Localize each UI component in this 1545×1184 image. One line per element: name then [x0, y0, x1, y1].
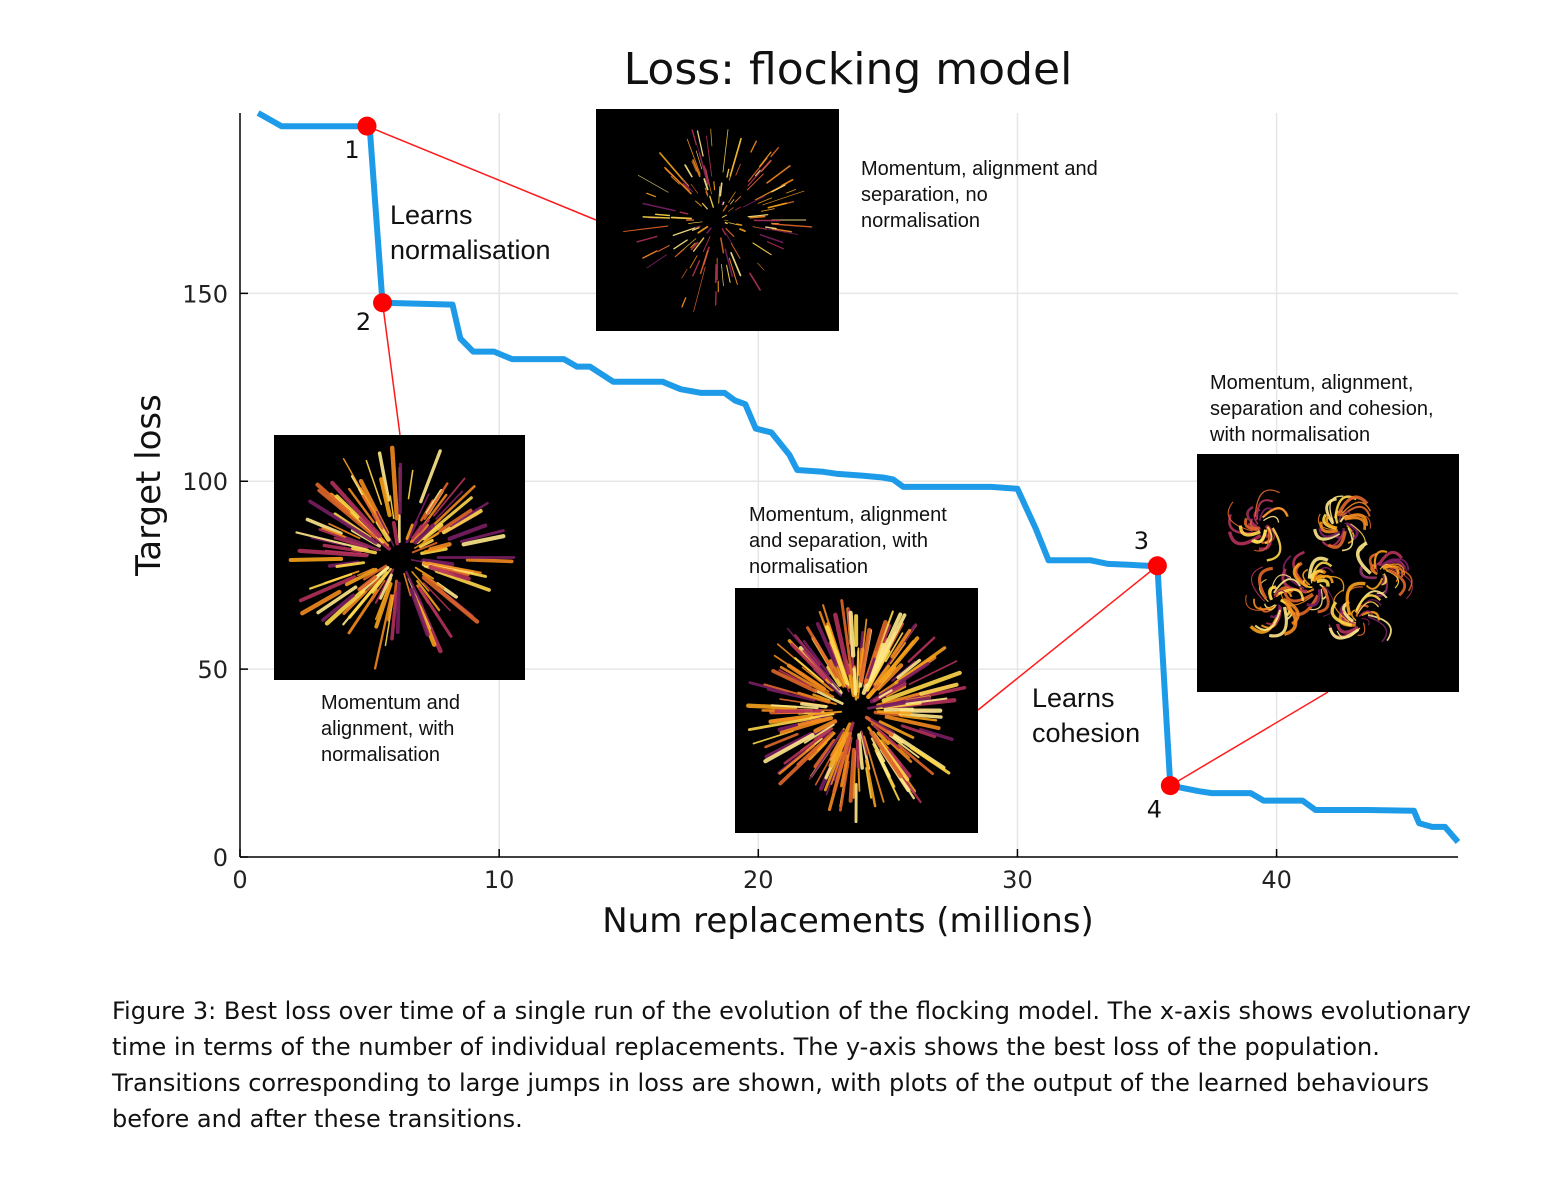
inset2-connector — [381, 302, 401, 436]
inset4-caption-3: with normalisation — [1209, 424, 1370, 446]
inset3-caption-3: normalisation — [749, 556, 868, 578]
inset2-caption-1: Momentum and — [321, 692, 460, 714]
x-tick-label: 10 — [484, 866, 515, 894]
inset1-flock — [623, 128, 813, 312]
y-tick-label: 100 — [182, 468, 228, 496]
y-tick-label: 150 — [182, 280, 228, 308]
annotation-learns-normalisation-1: Learns — [390, 200, 473, 230]
inset4-image — [1197, 454, 1459, 692]
highlight-point-1 — [357, 116, 377, 136]
inset3-caption-1: Momentum, alignment — [749, 504, 947, 526]
inset1-image — [596, 109, 839, 331]
inset1-caption-2: separation, no — [861, 184, 988, 206]
annotation-learns-cohesion-1: Learns — [1032, 683, 1115, 713]
inset1-connector — [366, 125, 597, 221]
inset-images — [274, 109, 1459, 833]
x-tick-label: 40 — [1261, 866, 1292, 894]
figure-caption: Figure 3: Best loss over time of a singl… — [112, 997, 1471, 1133]
loss-series-line — [256, 110, 1461, 844]
inset4-background — [1197, 454, 1459, 692]
chart-title: Loss: flocking model — [624, 44, 1073, 95]
inset2-image — [274, 435, 525, 680]
highlight-label-3: 3 — [1134, 527, 1149, 555]
annotation-learns-normalisation-2: normalisation — [390, 235, 551, 265]
highlight-points: 1 2 3 4 — [344, 116, 1180, 824]
annotation-learns-cohesion-2: cohesion — [1032, 718, 1140, 748]
inset2-flock — [288, 445, 516, 670]
inset4-caption-2: separation and cohesion, — [1210, 398, 1434, 420]
highlight-label-4: 4 — [1147, 796, 1162, 824]
inset4-flock — [1227, 489, 1413, 643]
y-tick-label: 50 — [197, 656, 228, 684]
highlight-point-4 — [1160, 776, 1180, 796]
y-tick-labels: 0 50 100 150 — [182, 280, 248, 872]
inset2-caption-3: normalisation — [321, 744, 440, 766]
y-tick-label: 0 — [213, 844, 228, 872]
x-tick-label: 30 — [1002, 866, 1033, 894]
y-axis-label: Target loss — [129, 394, 169, 577]
inset3-image — [735, 588, 978, 833]
axes — [239, 113, 1458, 858]
x-axis-label: Num replacements (millions) — [602, 901, 1093, 941]
connector-lines — [366, 125, 1329, 787]
highlight-label-1: 1 — [344, 136, 359, 164]
x-tick-label: 0 — [232, 866, 247, 894]
x-tick-label: 20 — [743, 866, 774, 894]
inset4-connector — [1169, 691, 1329, 787]
inset3-connector — [977, 565, 1158, 711]
inset3-flock — [746, 599, 967, 824]
chart: Loss: flocking model 0 10 20 30 40 0 50 100 150… — [129, 44, 1461, 941]
highlight-point-3 — [1147, 556, 1167, 576]
highlight-point-2 — [373, 293, 393, 313]
inset4-caption-1: Momentum, alignment, — [1210, 372, 1413, 394]
inset3-caption-2: and separation, with — [749, 530, 928, 552]
inset1-caption-3: normalisation — [861, 210, 980, 232]
inset2-caption-2: alignment, with — [321, 718, 454, 740]
x-tick-labels: 0 10 20 30 40 — [232, 849, 1292, 894]
inset1-caption-1: Momentum, alignment and — [861, 158, 1098, 180]
highlight-label-2: 2 — [356, 308, 371, 336]
